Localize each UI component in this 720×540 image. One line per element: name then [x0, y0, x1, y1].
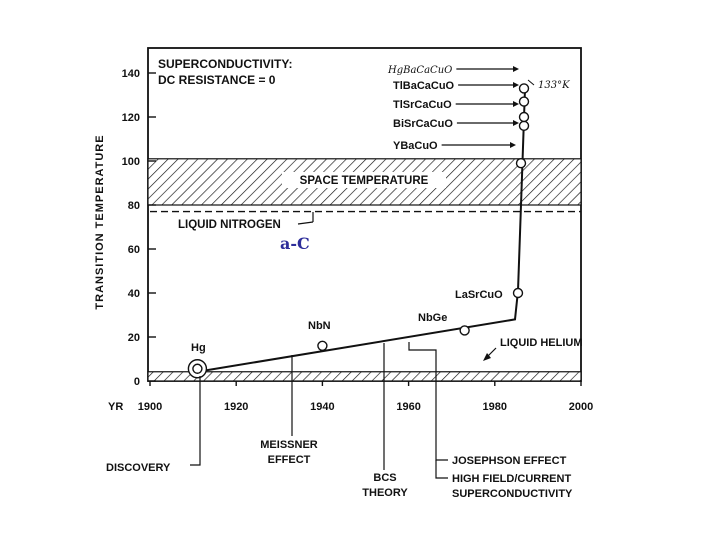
x-tick-label: 1920 — [224, 401, 248, 413]
x-axis-label: YR — [108, 401, 123, 413]
x-tick-label: 1940 — [310, 401, 334, 413]
y-tick-label: 20 — [128, 332, 140, 344]
arrowhead-bisrcacuo — [513, 120, 519, 126]
bcs-label-1: BCS — [373, 472, 396, 484]
liquid-helium-label-1: LIQUID HELIUM — [500, 337, 583, 349]
high-field-label-1: HIGH FIELD/CURRENT — [452, 473, 571, 485]
marker-nbn — [317, 340, 328, 351]
x-tick-label: 1900 — [138, 401, 162, 413]
marker-nbge — [459, 325, 470, 336]
y-tick-label: 80 — [128, 200, 140, 212]
y-tick-label: 100 — [122, 156, 140, 168]
axis-ticks: 0 20 40 60 80 100 120 140 1900 1920 1940 1960 1980 20… — [122, 68, 594, 413]
label-tlsrcacuo: TlSrCaCuO — [393, 99, 452, 111]
label-bisrcacuo: BiSrCaCuO — [393, 118, 453, 130]
overlay-a-c-label: a-C — [280, 234, 310, 253]
y-tick-label: 140 — [122, 68, 140, 80]
arrowhead-tlsrcacuo — [513, 101, 519, 107]
record-temperature-note: 133°K — [538, 80, 570, 91]
josephson-label: JOSEPHSON EFFECT — [452, 455, 567, 467]
meissner-label-1: MEISSNER — [260, 439, 318, 451]
marker-hgbacacuo — [518, 83, 530, 94]
bcs-label-2: THEORY — [362, 487, 408, 499]
y-tick-label: 120 — [122, 112, 140, 124]
marker-hg — [192, 363, 203, 374]
high-field-label-2: SUPERCONDUCTIVITY — [452, 488, 573, 500]
discovery-leader — [190, 376, 201, 466]
space-temperature-label-box — [282, 172, 446, 188]
discovery-label: DISCOVERY — [106, 462, 171, 474]
liquid-nitrogen-pointer — [297, 221, 314, 225]
high-field-leader — [435, 460, 448, 479]
y-tick-label: 0 — [134, 376, 140, 388]
label-nbge: NbGe — [418, 312, 447, 324]
x-tick-label: 1980 — [483, 401, 507, 413]
label-ybacuo: YBaCuO — [393, 140, 438, 152]
material-markers: Hg NbN NbGe LaSrCuO YBaCuO BiSrCaCuO TlSrCaCuO… — [187, 65, 530, 379]
y-tick-label: 60 — [128, 244, 140, 256]
y-tick-label: 40 — [128, 288, 140, 300]
marker-tlbacacuo — [518, 96, 530, 107]
marker-bisrcacuo — [518, 120, 530, 132]
liquid-helium-arrowhead — [483, 353, 491, 361]
x-tick-label: 2000 — [569, 401, 593, 413]
record-pointer — [527, 79, 535, 86]
chart-title-line-1: SUPERCONDUCTIVITY: — [158, 57, 292, 71]
y-axis-label: TRANSITION TEMPERATURE — [94, 134, 106, 309]
liquid-helium-band — [147, 371, 582, 382]
label-lasrcuo: LaSrCuO — [455, 289, 503, 301]
meissner-label-2: EFFECT — [268, 454, 311, 466]
plot-frame — [147, 47, 582, 382]
arrowhead-ybacuo — [510, 142, 516, 148]
x-tick-label: 1960 — [396, 401, 420, 413]
arrowhead-hgbacacuo — [513, 66, 519, 72]
josephson-leader — [408, 342, 448, 461]
label-hgbacacuo: HgBaCaCuO — [387, 65, 452, 76]
arrowhead-tlbacacuo — [513, 82, 519, 88]
milestone-annotations — [190, 342, 448, 479]
label-hg: Hg — [191, 342, 206, 354]
label-tlbacacuo: TlBaCaCuO — [393, 80, 455, 92]
marker-tlsrcacuo — [518, 111, 530, 123]
space-temperature-label: SPACE TEMPERATURE — [300, 175, 429, 187]
marker-ybacuo — [515, 157, 527, 169]
liquid-nitrogen-label: LIQUID NITROGEN — [178, 219, 281, 231]
marker-lasrcuo — [512, 287, 524, 299]
chart-title-line-2: DC RESISTANCE = 0 — [158, 73, 276, 87]
label-nbn: NbN — [308, 320, 331, 332]
